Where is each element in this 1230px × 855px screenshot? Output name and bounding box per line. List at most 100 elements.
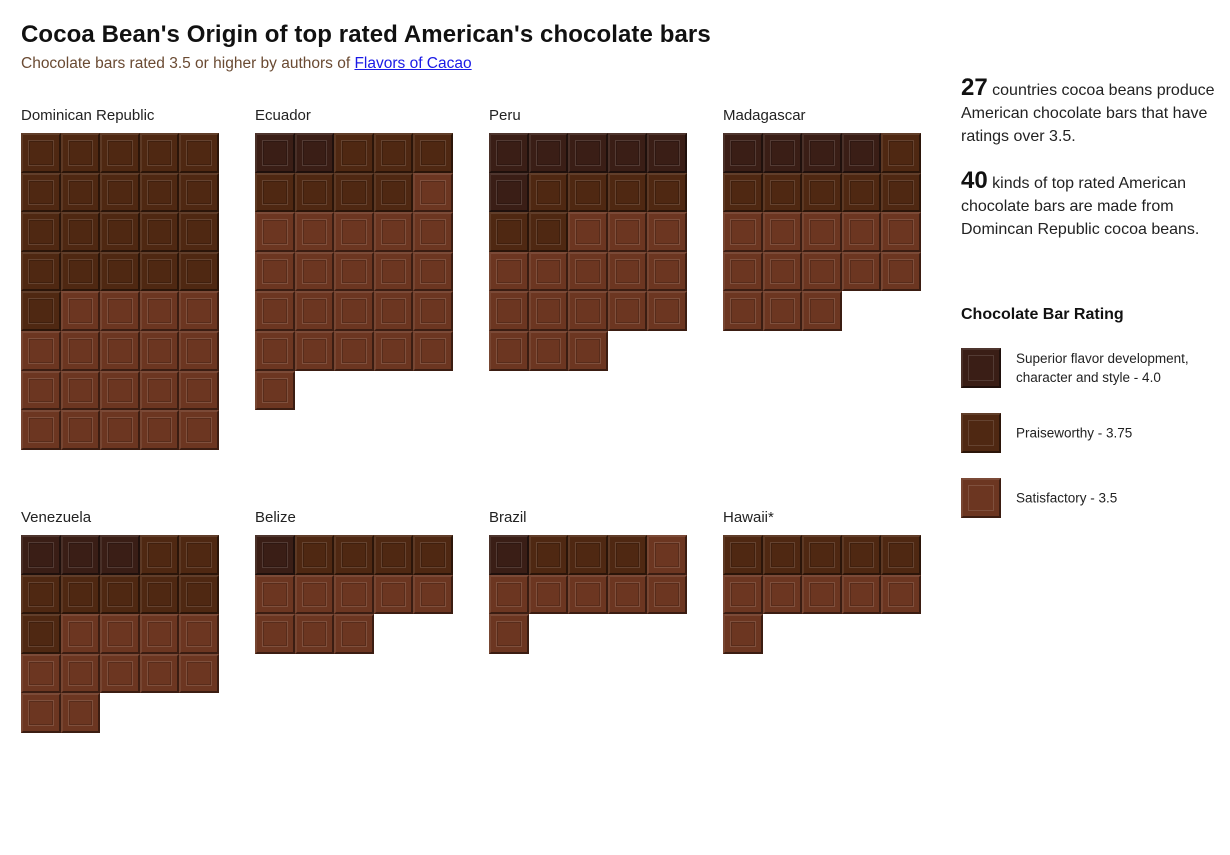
chocolate-square <box>881 133 921 173</box>
chocolate-square <box>255 535 295 575</box>
chocolate-square <box>762 291 803 331</box>
chocolate-square <box>723 614 763 654</box>
chocolate-square <box>334 331 374 371</box>
chocolate-square <box>21 535 61 575</box>
chocolate-square <box>139 370 180 411</box>
chocolate-square <box>647 574 687 615</box>
chocolate-square <box>294 172 335 213</box>
chocolate-square <box>413 291 453 331</box>
chocolate-square <box>413 251 453 292</box>
chocolate-square <box>762 212 803 252</box>
chocolate-square <box>489 172 529 213</box>
chocolate-square <box>60 653 101 694</box>
stat-countries: 27 countries cocoa beans produce America… <box>961 76 1223 148</box>
chocolate-square <box>21 410 61 450</box>
chart-title: Cocoa Bean's Origin of top rated America… <box>21 21 711 48</box>
origin-label: Venezuela <box>21 509 92 526</box>
chocolate-square <box>802 251 842 292</box>
chocolate-bar <box>489 535 687 855</box>
chocolate-square <box>489 574 529 615</box>
chocolate-bar <box>21 535 219 855</box>
origin-label: Hawaii* <box>723 509 774 526</box>
chocolate-square <box>100 574 140 615</box>
chocolate-square <box>841 535 882 575</box>
chocolate-square <box>841 212 882 252</box>
chocolate-square <box>139 331 180 371</box>
chocolate-square <box>723 291 763 331</box>
chocolate-square <box>334 535 374 575</box>
chocolate-square <box>489 212 529 252</box>
chocolate-square <box>413 133 453 173</box>
chocolate-square <box>179 370 219 411</box>
subtitle-text: Chocolate bars rated 3.5 or higher by au… <box>21 55 351 72</box>
chocolate-square <box>528 251 569 292</box>
legend-label-satisfactory: Satisfactory - 3.5 <box>1016 490 1118 506</box>
chocolate-square <box>60 133 101 173</box>
chocolate-square <box>334 614 374 654</box>
chocolate-square <box>334 133 374 173</box>
chocolate-square <box>568 172 608 213</box>
chocolate-square <box>21 331 61 371</box>
chocolate-square <box>21 212 61 252</box>
chocolate-square <box>21 653 61 694</box>
chocolate-square <box>373 535 414 575</box>
chocolate-square <box>881 251 921 292</box>
legend-title: Chocolate Bar Rating <box>961 306 1124 323</box>
stat-countries-number: 27 <box>961 74 988 101</box>
chocolate-square <box>802 574 842 615</box>
chocolate-square <box>255 172 295 213</box>
legend-item-superior: Superior flavor development, character a… <box>961 348 1223 388</box>
chocolate-square <box>294 291 335 331</box>
chocolate-square <box>139 614 180 654</box>
chocolate-square <box>373 172 414 213</box>
chocolate-square <box>413 331 453 371</box>
chocolate-square <box>294 535 335 575</box>
chocolate-square <box>723 574 763 615</box>
chocolate-square <box>60 251 101 292</box>
chocolate-square <box>139 251 180 292</box>
chocolate-square <box>723 133 763 173</box>
chocolate-square <box>647 251 687 292</box>
chocolate-square <box>489 251 529 292</box>
chocolate-square <box>294 614 335 654</box>
chocolate-square <box>647 133 687 173</box>
chocolate-square <box>841 133 882 173</box>
chocolate-square <box>255 614 295 654</box>
chocolate-square <box>100 212 140 252</box>
chocolate-square <box>489 535 529 575</box>
chocolate-square <box>60 291 101 331</box>
chocolate-square <box>762 535 803 575</box>
chocolate-square <box>568 291 608 331</box>
chocolate-square <box>100 370 140 411</box>
chocolate-square <box>100 133 140 173</box>
chocolate-square <box>179 133 219 173</box>
chocolate-square <box>60 614 101 654</box>
chocolate-bar <box>255 133 453 453</box>
legend-label-praiseworthy: Praiseworthy - 3.75 <box>1016 425 1133 441</box>
chocolate-square <box>413 535 453 575</box>
chocolate-square <box>255 331 295 371</box>
chocolate-bar <box>723 535 921 855</box>
chocolate-square <box>334 212 374 252</box>
chocolate-square <box>647 291 687 331</box>
chocolate-bar <box>489 133 687 453</box>
stat-dominican-number: 40 <box>961 167 988 194</box>
stat-dominican-text: kinds of top rated American chocolate ba… <box>961 175 1200 238</box>
chocolate-square <box>762 172 803 213</box>
chocolate-square <box>373 574 414 615</box>
flavors-of-cacao-link[interactable]: Flavors of Cacao <box>354 55 472 72</box>
chocolate-square <box>607 291 648 331</box>
chocolate-square <box>179 574 219 615</box>
chocolate-square <box>179 331 219 371</box>
chocolate-square <box>139 653 180 694</box>
chocolate-square <box>60 574 101 615</box>
chocolate-square <box>179 410 219 450</box>
chocolate-square <box>762 574 803 615</box>
chocolate-square <box>100 535 140 575</box>
chocolate-square <box>100 614 140 654</box>
chocolate-square <box>489 614 529 654</box>
chocolate-square <box>255 574 295 615</box>
chocolate-square <box>723 212 763 252</box>
chocolate-square <box>528 212 569 252</box>
chocolate-square <box>100 172 140 213</box>
